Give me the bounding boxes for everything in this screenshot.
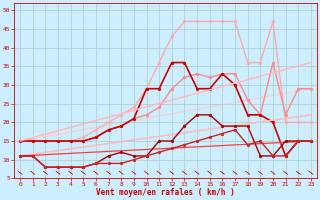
- X-axis label: Vent moyen/en rafales ( km/h ): Vent moyen/en rafales ( km/h ): [96, 188, 235, 197]
